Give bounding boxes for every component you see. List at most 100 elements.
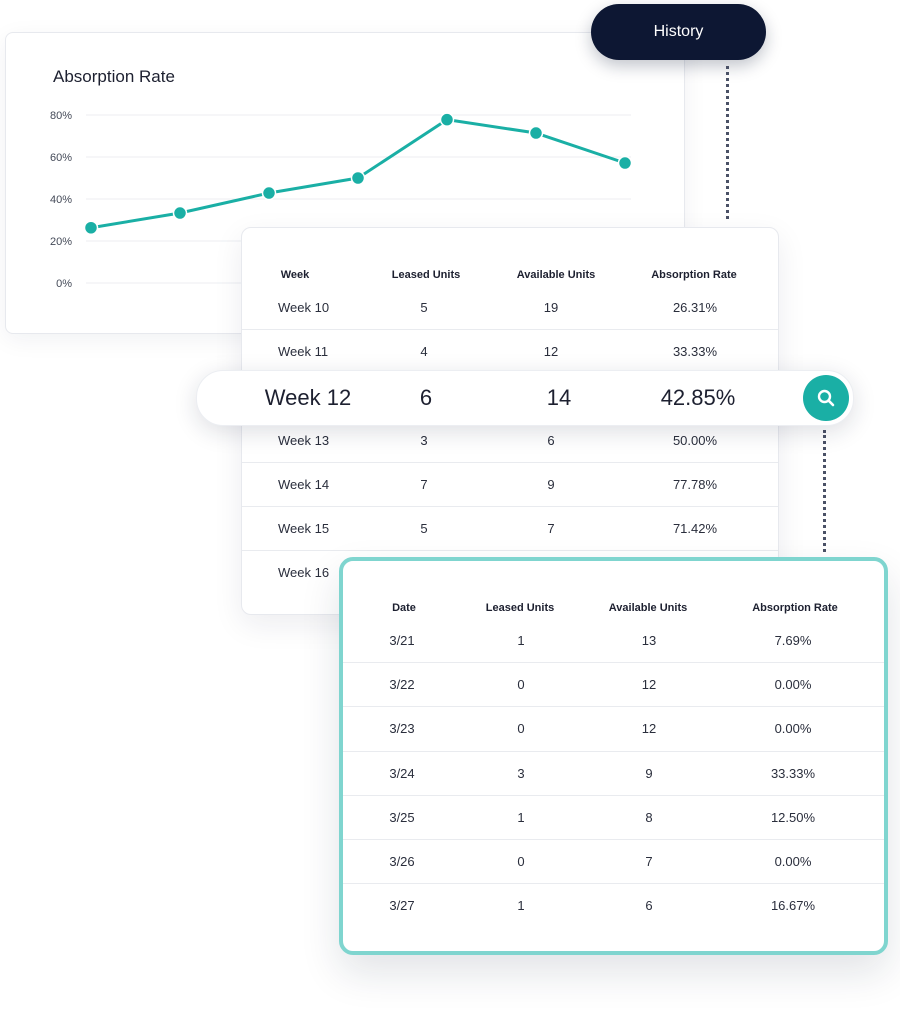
y-tick-label: 0% [56,278,72,290]
data-point[interactable] [439,112,455,127]
row-divider [242,329,778,330]
row-divider [343,839,884,840]
cell-date: 3/22 [389,677,415,692]
column-header-absorption-rate: Absorption Rate [651,269,737,281]
cell-leased-units: 0 [517,677,525,692]
cell-week: Week 11 [278,344,329,359]
cell-week: Week 16 [278,565,330,580]
data-point[interactable] [350,170,366,186]
cell-available-units: 12 [543,344,559,359]
cell-date: 3/27 [389,898,415,913]
cell-available-units: 8 [645,810,653,825]
daily-table-card: Date Leased Units Available Units Absorp… [339,557,888,955]
search-button[interactable] [803,375,849,421]
cell-absorption-rate: 77.78% [672,477,718,492]
table-row[interactable]: Week 11 4 12 33.33% [242,344,778,388]
cell-absorption-rate: 0.00% [774,854,812,869]
row-divider [343,751,884,752]
cell-leased-units: 1 [517,633,525,648]
cell-week: Week 14 [278,477,330,492]
data-point[interactable] [617,155,633,171]
table-row[interactable]: 3/26 0 7 0.00% [343,854,884,898]
connector-dotted-line [823,430,826,552]
connector-dotted-line [726,66,729,219]
cell-leased-units: 3 [420,433,428,448]
row-divider [343,795,884,796]
column-header-available-units: Available Units [516,269,596,281]
column-header-date: Date [392,602,416,614]
column-header-leased-units: Leased Units [391,269,461,281]
row-divider [242,462,778,463]
cell-available-units: 9 [547,477,555,492]
cell-absorption-rate: 33.33% [770,766,816,781]
table-row[interactable]: Week 13 3 6 50.00% [242,433,778,477]
cell-date: 3/25 [389,810,415,825]
chart-title: Absorption Rate [53,67,175,86]
row-divider [242,550,778,551]
cell-absorption-rate: 0.00% [774,677,812,692]
table-row[interactable]: 3/23 0 12 0.00% [343,721,884,765]
cell-absorption-rate: 0.00% [774,721,812,736]
cell-leased-units: 0 [517,721,525,736]
search-bar-highlighted-row[interactable]: Week 12 6 14 42.85% [196,370,854,426]
cell-absorption-rate: 7.69% [774,633,812,648]
data-point[interactable] [261,185,277,201]
table-row[interactable]: Week 16 [242,565,778,609]
cell-absorption-rate: 33.33% [672,344,718,359]
cell-week: Week 13 [278,433,330,448]
cell-available-units: 12 [641,721,657,736]
table-row[interactable]: 3/22 0 12 0.00% [343,677,884,721]
cell-leased-units: 4 [420,344,428,359]
cell-leased-units: 3 [517,766,525,781]
y-tick-label: 80% [50,110,72,122]
cell-absorption-rate: 71.42% [672,521,718,536]
table-row[interactable]: Week 10 5 19 26.31% [242,300,778,344]
column-header-leased-units: Leased Units [485,602,555,614]
cell-available-units: 19 [543,300,559,315]
table-row[interactable]: 3/21 1 13 7.69% [343,633,884,677]
search-available-units: 14 [546,385,572,410]
cell-date: 3/21 [389,633,415,648]
search-absorption-rate: 42.85% [660,385,736,410]
column-header-week: Week [280,269,310,281]
cell-date: 3/26 [389,854,415,869]
cell-leased-units: 0 [517,854,525,869]
column-header-absorption-rate: Absorption Rate [752,602,838,614]
table-row[interactable]: 3/24 3 9 33.33% [343,766,884,810]
cell-leased-units: 1 [517,810,525,825]
table-row[interactable]: 3/27 1 6 16.67% [343,898,884,942]
data-point[interactable] [172,205,188,221]
y-tick-label: 40% [50,194,72,206]
cell-week: Week 15 [278,521,330,536]
table-row[interactable]: Week 14 7 9 77.78% [242,477,778,521]
table-row[interactable]: Week 15 5 7 71.42% [242,521,778,565]
cell-absorption-rate: 50.00% [672,433,718,448]
cell-date: 3/24 [389,766,415,781]
row-divider [343,662,884,663]
cell-absorption-rate: 12.50% [770,810,816,825]
cell-available-units: 13 [641,633,657,648]
cell-available-units: 7 [547,521,555,536]
cell-absorption-rate: 16.67% [770,898,816,913]
cell-date: 3/23 [389,721,415,736]
cell-leased-units: 7 [420,477,428,492]
search-week: Week 12 [264,385,352,410]
table-row[interactable]: 3/25 1 8 12.50% [343,810,884,854]
y-tick-label: 60% [50,152,72,164]
y-tick-label: 20% [50,236,72,248]
cell-leased-units: 5 [420,521,428,536]
cell-available-units: 7 [645,854,653,869]
data-point[interactable] [528,125,544,141]
data-point[interactable] [83,220,99,235]
cell-available-units: 9 [645,766,653,781]
column-header-available-units: Available Units [608,602,688,614]
cell-leased-units: 1 [517,898,525,913]
history-button[interactable]: History [591,4,766,60]
cell-leased-units: 5 [420,300,428,315]
cell-absorption-rate: 26.31% [672,300,718,315]
cell-available-units: 6 [547,433,555,448]
search-leased-units: 6 [419,385,433,410]
cell-available-units: 12 [641,677,657,692]
row-divider [343,706,884,707]
row-divider [242,506,778,507]
